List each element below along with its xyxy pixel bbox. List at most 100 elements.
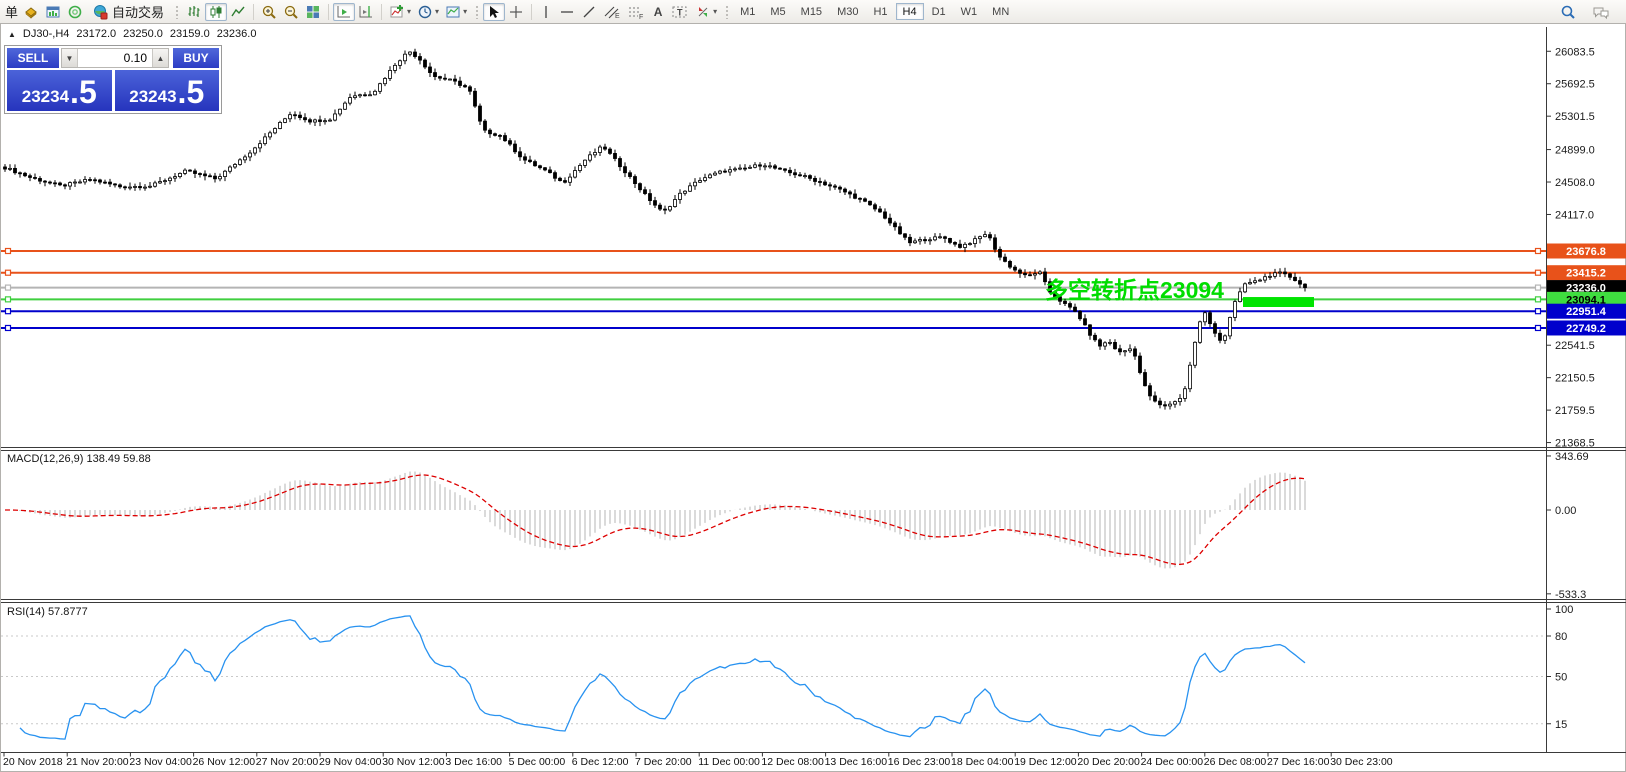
candle-up[interactable] (323, 120, 327, 123)
candle-down[interactable] (443, 77, 447, 80)
timeframe-button-m15[interactable]: M15 (800, 6, 823, 18)
candle-up[interactable] (348, 97, 352, 104)
candle-up[interactable] (753, 164, 757, 168)
candle-down[interactable] (308, 119, 312, 123)
candle-up[interactable] (218, 176, 222, 180)
candle-up[interactable] (1103, 342, 1107, 347)
candle-up[interactable] (968, 243, 972, 245)
candle-down[interactable] (438, 76, 442, 79)
buy-button[interactable]: BUY (173, 48, 219, 68)
candle-down[interactable] (663, 208, 667, 211)
candle-up[interactable] (598, 146, 602, 153)
candle-up[interactable] (223, 170, 227, 177)
candle-up[interactable] (278, 122, 282, 129)
buy-price-display[interactable]: 23243 .5 (114, 70, 219, 111)
candle-down[interactable] (653, 200, 657, 206)
candle-down[interactable] (468, 86, 472, 92)
candle-up[interactable] (1253, 280, 1257, 283)
candle-down[interactable] (1053, 291, 1057, 298)
candle-down[interactable] (1078, 310, 1082, 320)
candle-up[interactable] (273, 128, 277, 134)
candle-up[interactable] (693, 181, 697, 187)
candle-down[interactable] (518, 151, 522, 158)
candle-up[interactable] (1228, 317, 1232, 337)
candle-down[interactable] (503, 135, 507, 142)
candle-up[interactable] (748, 166, 752, 169)
text-tool-icon[interactable]: A (653, 4, 663, 19)
candle-down[interactable] (103, 181, 107, 184)
candle-down[interactable] (1218, 332, 1222, 341)
candle-up[interactable] (258, 143, 262, 149)
candle-up[interactable] (128, 186, 132, 189)
candle-up[interactable] (678, 192, 682, 200)
candle-down[interactable] (898, 226, 902, 235)
candle-down[interactable] (98, 179, 102, 183)
candle-down[interactable] (1163, 404, 1167, 407)
candle-up[interactable] (738, 167, 742, 170)
candle-down[interactable] (58, 182, 62, 186)
candle-down[interactable] (1113, 341, 1117, 350)
candle-down[interactable] (888, 217, 892, 224)
volume-decrease-button[interactable]: ▼ (62, 49, 77, 67)
candle-down[interactable] (1153, 395, 1157, 402)
candle-down[interactable] (858, 197, 862, 200)
candle-down[interactable] (28, 175, 32, 178)
candle-up[interactable] (963, 243, 967, 248)
candle-down[interactable] (423, 59, 427, 68)
candle-down[interactable] (1138, 355, 1142, 373)
candle-up[interactable] (143, 186, 147, 189)
candle-up[interactable] (763, 165, 767, 168)
line-chart-icon[interactable] (227, 3, 249, 21)
timeframe-button-mn[interactable]: MN (992, 6, 1010, 18)
candle-down[interactable] (298, 114, 302, 119)
candle-up[interactable] (328, 119, 332, 122)
candle-down[interactable] (993, 237, 997, 250)
candle-down[interactable] (523, 156, 527, 161)
candle-up[interactable] (183, 169, 187, 174)
candle-down[interactable] (533, 161, 537, 167)
candle-up[interactable] (378, 83, 382, 92)
sell-button[interactable]: SELL (7, 48, 59, 68)
candle-down[interactable] (893, 222, 897, 228)
chat-icon[interactable] (1589, 3, 1613, 21)
candlestick-chart-icon[interactable] (205, 2, 228, 21)
candle-up[interactable] (698, 180, 702, 183)
candle-down[interactable] (608, 148, 612, 154)
candle-up[interactable] (288, 114, 292, 120)
candle-down[interactable] (908, 236, 912, 244)
chart-canvas[interactable]: 多空转折点23094 26083.5 25692.5 25301.5 24899.0 24… (1, 24, 1626, 772)
candle-up[interactable] (983, 234, 987, 238)
candle-up[interactable] (163, 180, 167, 183)
candle-up[interactable] (978, 236, 982, 240)
candle-up[interactable] (1173, 401, 1177, 405)
candle-down[interactable] (18, 172, 22, 175)
chart-shift-icon[interactable] (355, 3, 377, 21)
volume-input[interactable]: 0.10 (77, 49, 153, 67)
candle-down[interactable] (1093, 334, 1097, 341)
candle-down[interactable] (53, 182, 57, 185)
candle-down[interactable] (813, 177, 817, 182)
candle-down[interactable] (453, 78, 457, 82)
candle-down[interactable] (873, 204, 877, 210)
horizontal-line-tool-icon[interactable] (556, 3, 578, 21)
candle-down[interactable] (958, 243, 962, 248)
candle-down[interactable] (553, 172, 557, 179)
candle-down[interactable] (38, 178, 42, 182)
candle-down[interactable] (33, 177, 37, 179)
candle-down[interactable] (1118, 348, 1122, 353)
candle-down[interactable] (1208, 312, 1212, 325)
community-icon[interactable] (64, 3, 86, 21)
candle-up[interactable] (933, 236, 937, 241)
candle-up[interactable] (913, 240, 917, 244)
timeframe-button-m30[interactable]: M30 (837, 6, 859, 18)
candle-down[interactable] (833, 185, 837, 188)
timeframe-button-h4[interactable]: H4 (895, 3, 924, 20)
candle-up[interactable] (688, 185, 692, 192)
candle-up[interactable] (133, 186, 137, 188)
candle-up[interactable] (1038, 271, 1042, 275)
candle-down[interactable] (118, 184, 122, 188)
candle-up[interactable] (938, 236, 942, 239)
timeframe-button-m5[interactable]: M5 (770, 6, 786, 18)
trendline-tool-icon[interactable] (578, 3, 600, 21)
timeframe-button-m1[interactable]: M1 (740, 6, 756, 18)
